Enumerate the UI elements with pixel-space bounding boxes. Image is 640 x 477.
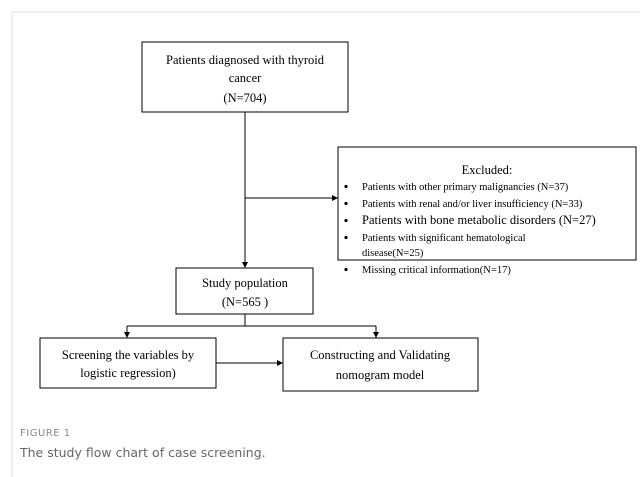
excluded-item: disease(N=25) [362,248,424,259]
box-text: Patients diagnosed with thyroid [166,53,325,67]
excluded-item: Patients with significant hematological [362,233,526,244]
excluded-title: Excluded: [462,163,513,177]
bullet [344,218,348,223]
bullet [344,184,348,189]
bullet [344,267,348,272]
box-text: Constructing and Validating [310,348,451,362]
box-text: cancer [229,71,262,85]
box-text: Screening the variables by [62,348,195,362]
box-text: (N=704) [223,91,266,105]
excluded-item: Patients with other primary malignancies… [362,182,569,193]
box-excluded [337,146,637,261]
box-patients [141,41,349,113]
excluded-item: Patients with renal and/or liver insuffi… [362,199,583,210]
bullet [344,235,348,240]
excluded-item: Patients with bone metabolic disorders (… [362,213,596,227]
caption-text: The study flow chart of case screening. [19,445,266,460]
bullet [344,201,348,206]
box-nomogram [282,337,479,392]
box-study [175,267,314,315]
box-screening [39,337,217,389]
box-text: Study population [202,276,289,290]
box-text: nomogram model [336,368,425,382]
caption-label: FIGURE 1 [20,428,71,439]
connectors [124,112,379,366]
box-text: (N=565 ) [222,295,268,309]
box-text: logistic regression) [80,366,175,380]
excluded-list: Patients with other primary malignancies… [344,182,596,276]
excluded-item: Missing critical information(N=17) [362,265,511,276]
